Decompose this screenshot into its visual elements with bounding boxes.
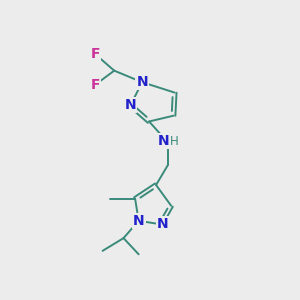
Text: N: N [157, 217, 169, 231]
Text: N: N [136, 75, 148, 89]
Text: N: N [133, 214, 145, 228]
Text: N: N [158, 134, 169, 148]
Text: N: N [125, 98, 136, 112]
Text: H: H [170, 135, 178, 148]
Text: F: F [91, 47, 100, 61]
Text: F: F [91, 77, 100, 92]
